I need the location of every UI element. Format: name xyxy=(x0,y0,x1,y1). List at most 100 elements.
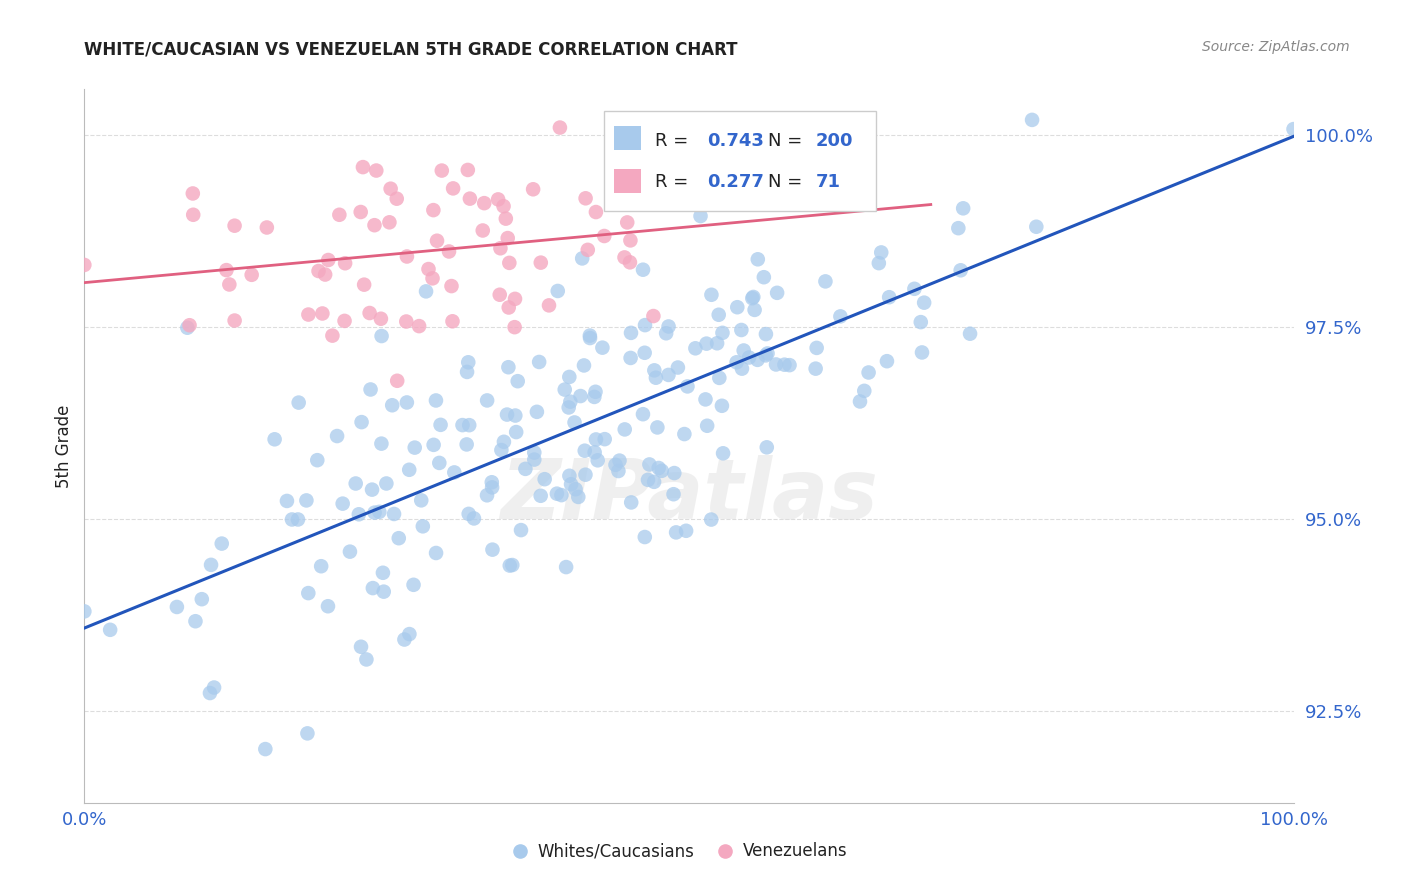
Point xyxy=(503,320,526,334)
Point xyxy=(429,417,451,432)
Point xyxy=(311,306,333,320)
Text: Whites/Caucasians: Whites/Caucasians xyxy=(538,842,695,860)
Point xyxy=(546,486,568,500)
Point xyxy=(426,234,449,248)
Point xyxy=(591,341,613,355)
Point xyxy=(316,252,339,267)
Point xyxy=(523,445,546,459)
Point xyxy=(678,153,700,167)
Point xyxy=(506,374,529,388)
Point xyxy=(503,292,526,306)
Point xyxy=(425,546,447,560)
Point xyxy=(412,519,434,533)
Point xyxy=(755,440,778,454)
Point xyxy=(537,298,560,312)
Point xyxy=(308,264,330,278)
Point xyxy=(560,394,582,409)
Point xyxy=(441,314,464,328)
Point xyxy=(191,592,214,607)
Point xyxy=(700,512,723,526)
Point xyxy=(571,252,593,266)
Text: Source: ZipAtlas.com: Source: ZipAtlas.com xyxy=(1202,40,1350,54)
Point xyxy=(430,163,453,178)
Point xyxy=(458,418,481,433)
Point xyxy=(309,559,332,574)
Point xyxy=(488,287,510,301)
Point xyxy=(368,505,391,519)
Point xyxy=(382,507,405,521)
Point xyxy=(755,327,778,342)
Point xyxy=(585,205,607,219)
Point xyxy=(651,464,673,478)
Point xyxy=(498,301,520,315)
Point xyxy=(404,441,426,455)
Point xyxy=(579,328,602,343)
Point xyxy=(437,244,460,259)
Point xyxy=(456,437,478,451)
Point xyxy=(605,458,627,472)
Point xyxy=(456,365,478,379)
Point xyxy=(766,285,789,300)
Text: WHITE/CAUCASIAN VS VENEZUELAN 5TH GRADE CORRELATION CHART: WHITE/CAUCASIAN VS VENEZUELAN 5TH GRADE … xyxy=(84,40,738,58)
Point xyxy=(666,360,689,375)
Point xyxy=(803,186,825,201)
Point xyxy=(297,726,319,740)
Point xyxy=(360,383,382,397)
Point xyxy=(200,558,222,572)
Point xyxy=(664,466,686,480)
Point xyxy=(422,438,444,452)
Text: 0.277: 0.277 xyxy=(707,173,763,191)
Point xyxy=(585,433,607,447)
Point xyxy=(326,429,349,443)
Point xyxy=(347,508,370,522)
Point xyxy=(585,384,607,399)
Point xyxy=(557,401,579,415)
Point xyxy=(730,323,752,337)
Point xyxy=(613,251,636,265)
Point xyxy=(741,291,763,305)
Point xyxy=(254,742,277,756)
Point xyxy=(370,311,392,326)
Point xyxy=(725,355,748,369)
Point xyxy=(709,371,731,385)
Point xyxy=(814,274,837,288)
Point xyxy=(579,331,602,345)
Point xyxy=(498,256,520,270)
Point xyxy=(548,120,571,135)
Point xyxy=(560,477,582,491)
Point xyxy=(564,416,586,430)
Bar xyxy=(614,169,641,193)
Text: 71: 71 xyxy=(815,173,841,191)
Point xyxy=(550,488,572,502)
Point xyxy=(181,186,204,201)
Point xyxy=(276,494,298,508)
Point xyxy=(527,355,550,369)
Point xyxy=(295,493,318,508)
Point xyxy=(607,464,630,478)
Point xyxy=(685,341,707,355)
Point xyxy=(481,542,503,557)
Point xyxy=(779,358,801,372)
Point xyxy=(830,310,852,324)
Point xyxy=(558,370,581,384)
Point xyxy=(903,282,925,296)
Point xyxy=(359,306,381,320)
Point xyxy=(952,202,974,216)
Point xyxy=(747,352,769,367)
Point xyxy=(515,462,537,476)
Point xyxy=(475,488,498,502)
Point xyxy=(510,523,533,537)
Point xyxy=(619,255,641,269)
Point xyxy=(73,604,96,618)
Text: 0.743: 0.743 xyxy=(707,132,763,150)
Point xyxy=(402,578,425,592)
Point xyxy=(616,215,638,229)
Text: R =: R = xyxy=(655,132,695,150)
Point xyxy=(457,355,479,369)
Point xyxy=(408,319,430,334)
Point xyxy=(501,558,523,572)
Point xyxy=(198,686,221,700)
Point xyxy=(638,458,661,472)
Point xyxy=(256,220,278,235)
Point xyxy=(489,241,512,255)
